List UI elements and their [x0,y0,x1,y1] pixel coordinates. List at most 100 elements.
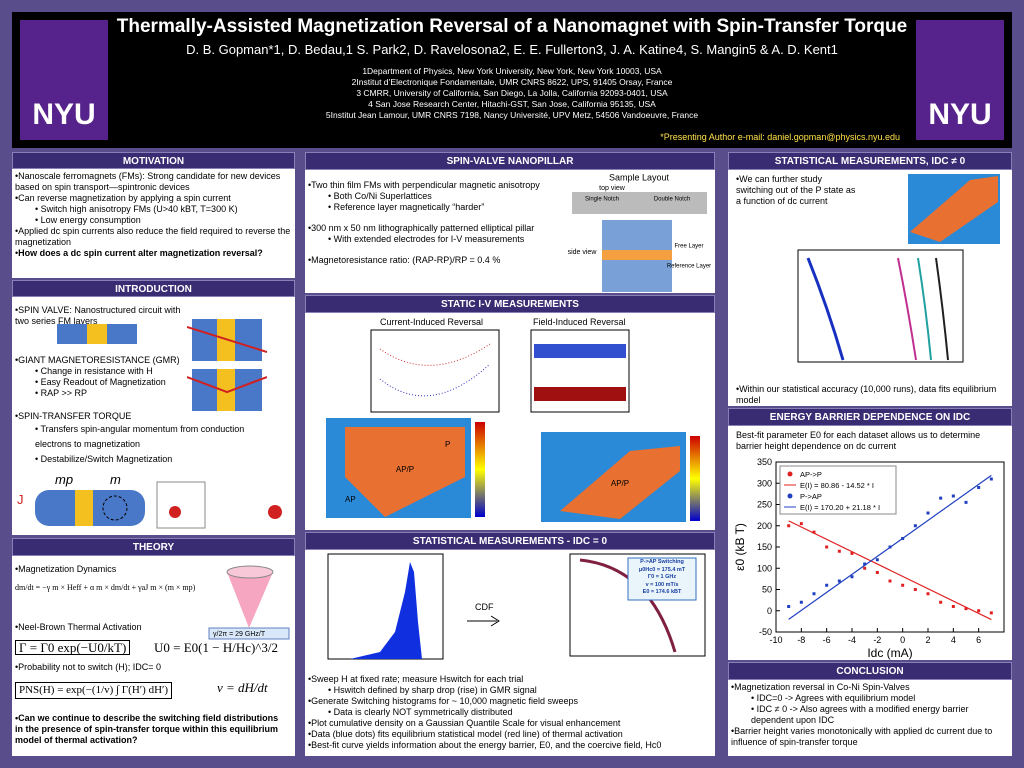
arrow [467,615,500,627]
item: Transfers spin-angular momentum from con… [35,422,255,452]
point [799,522,803,526]
point [913,524,917,528]
inset-line: v = 100 mT/s [645,581,679,588]
label: mp [55,472,73,487]
gmr-figure [187,319,267,411]
item: 300 nm x 50 nm lithographically patterne… [308,223,573,245]
band [534,344,626,358]
introduction: •SPIN VALVE: Nanostructured circuit with… [12,297,295,535]
point [926,511,930,515]
item: Change in resistance with H [35,366,195,377]
item: Nanoscale ferromagnets (FMs): Strong can… [15,171,292,193]
text: GIANT MAGNETORESISTANCE (GMR) [18,355,180,365]
y-tick-label: 300 [757,478,772,488]
x-tick-label: 2 [925,635,930,645]
text: Best-fit curve yields information about … [311,740,662,750]
item: Destabilize/Switch Magnetization [35,452,255,467]
sub-list: Data is clearly NOT symmetrically distri… [308,707,708,718]
legend-label: AP->P [800,470,822,479]
section-title: ENERGY BARRIER DEPENDENCE ON IDC [728,408,1012,426]
point [812,530,816,534]
label: Double Notch [654,197,690,203]
label: Sample Layout [609,172,670,182]
item: Two thin film FMs with perpendicular mag… [308,180,573,213]
logo-text: NYU [32,98,96,131]
affiliation: 4 San Jose Research Center, Hitachi-GST,… [368,99,656,109]
inset [627,557,697,601]
sub-item: IDC=0 -> Agrees with equilibrium model [751,693,1009,704]
logo-right: NYU [916,20,1004,140]
sub-item: IDC ≠ 0 -> Also agrees with a modified e… [751,704,1009,726]
point [787,605,791,608]
text: How does a dc spin current alter magneti… [18,248,263,258]
label: AP/P [611,479,629,488]
curve [897,257,917,361]
point [812,592,816,596]
point [837,549,841,553]
shape [156,481,206,529]
x-tick-label: 4 [951,635,956,645]
sub-item: Switch high anisotropy FMs (U>40 kBT, T=… [35,204,292,215]
shape [169,506,181,518]
theory: •Magnetization Dynamics dm/dt = −γ m × H… [12,556,295,756]
sub-item: Both Co/Ni Superlattices [328,191,573,202]
arrow-line [467,615,500,627]
paragraph: •Neel-Brown Thermal Activation [15,622,142,632]
equation: v = dH/dt [217,680,268,695]
text: Sweep H at fixed rate; measure Hswitch f… [311,674,524,684]
x-tick-label: 6 [976,635,981,645]
text: Magnetization Dynamics [18,564,117,574]
text: Data (blue dots) fits equilibrium statis… [311,729,623,739]
colorbar [475,422,485,517]
equation: dm/dt = −γ m × Heff + α m × dm/dt + γaJ … [15,583,196,592]
stt-figure: mp m J [17,472,282,529]
curve [917,257,932,361]
sub-list: Transfers spin-angular momentum from con… [15,422,255,467]
label: Field-Induced Reversal [533,317,626,327]
frame [370,329,500,413]
inset-line: μ0Hc0 = 175.4 mT [638,566,686,573]
point [837,579,841,583]
shape [87,324,107,344]
label: P [445,440,450,449]
affiliation: 3 CMRR, University of California, San Di… [356,88,668,98]
section-title: CONCLUSION [728,662,1012,680]
shape [602,250,672,260]
histogram [327,553,444,660]
curve [935,257,949,361]
legend-label: E(I) = 80.86 - 14.52 * I [800,481,874,490]
item: Sweep H at fixed rate; measure Hswitch f… [308,674,708,696]
text: Can reverse magnetization by applying a … [18,193,231,203]
legend-swatch [787,471,793,477]
text: Generate Switching histograms for ~ 10,0… [311,696,579,706]
shape [572,192,707,214]
point [875,558,879,562]
electron-path [187,326,267,394]
sub-list: Hswitch defined by sharp drop (rise) in … [308,685,708,696]
point [825,583,829,587]
label: side view [568,249,598,256]
stat-dc: •We can further study switching out of t… [728,170,1012,406]
sub-list: Switch high anisotropy FMs (U>40 kBT, T=… [15,204,292,226]
point [888,579,892,583]
point [787,524,791,528]
text: Best-fit parameter E0 for each dataset a… [736,430,981,451]
logo-left: NYU [20,20,108,140]
text: Barrier height varies monotonically with… [731,726,993,747]
legend-swatch [787,493,793,499]
inset-line: E0 = 174.6 kBT [642,589,682,595]
text: Magnetoresistance ratio: (RAP-RP)/RP = 0… [311,255,501,265]
label: γ/2π = 29 GHz/T [213,631,266,638]
label: CDF [475,602,494,612]
item: Magnetization reversal in Co-Ni Spin-Val… [731,682,1009,726]
shape [102,495,128,521]
band [534,387,626,401]
paragraph: •SPIN VALVE: Nanostructured circuit with… [15,305,181,326]
text: Magnetization reversal in Co-Ni Spin-Val… [734,682,910,692]
dc-phase-plot [908,174,1000,244]
conclusion: Magnetization reversal in Co-Ni Spin-Val… [728,680,1012,756]
spin-valve: Two thin film FMs with perpendicular mag… [305,170,715,293]
sub-list: With extended electrodes for I-V measure… [308,234,573,245]
legend-label: P->AP [800,492,822,501]
label: AP [345,495,356,504]
